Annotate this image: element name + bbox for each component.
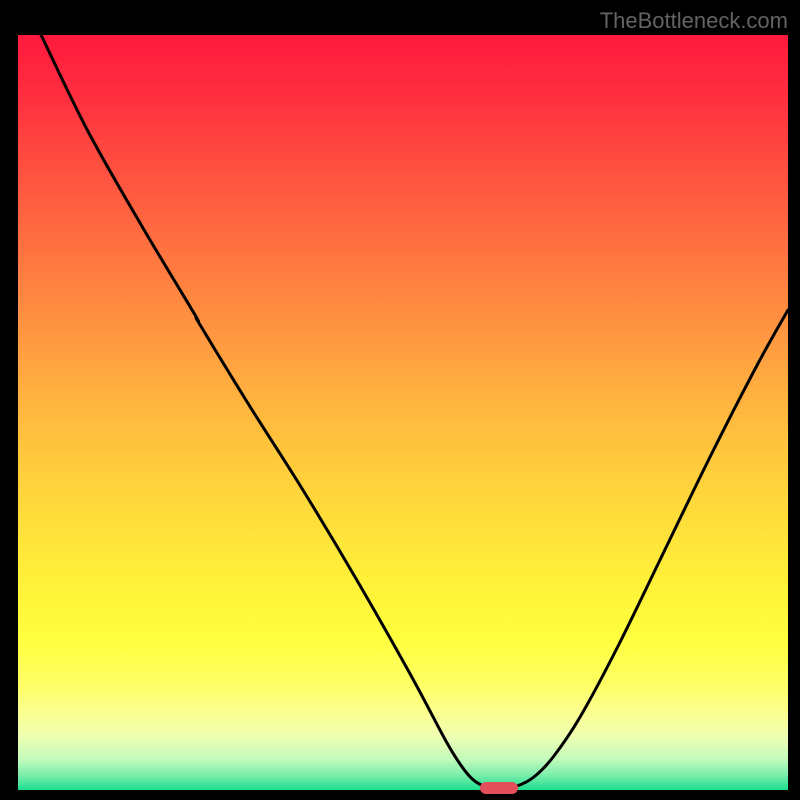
chart-container: TheBottleneck.com — [0, 0, 800, 800]
watermark-text: TheBottleneck.com — [600, 8, 788, 34]
minimum-marker — [480, 782, 518, 794]
curve-path — [41, 35, 788, 789]
plot-area — [18, 35, 788, 790]
bottleneck-curve — [18, 35, 788, 790]
